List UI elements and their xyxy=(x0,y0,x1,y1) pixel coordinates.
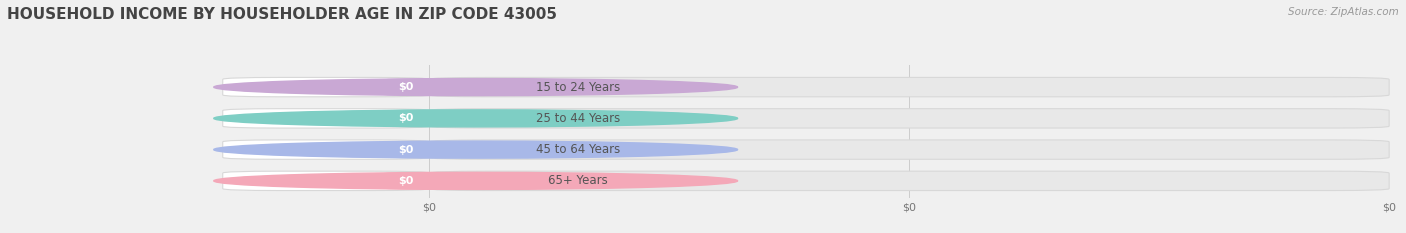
Text: HOUSEHOLD INCOME BY HOUSEHOLDER AGE IN ZIP CODE 43005: HOUSEHOLD INCOME BY HOUSEHOLDER AGE IN Z… xyxy=(7,7,557,22)
FancyBboxPatch shape xyxy=(429,171,1389,191)
Circle shape xyxy=(214,172,738,189)
FancyBboxPatch shape xyxy=(382,172,429,190)
Text: 45 to 64 Years: 45 to 64 Years xyxy=(536,143,620,156)
FancyBboxPatch shape xyxy=(222,171,429,191)
FancyBboxPatch shape xyxy=(382,141,429,158)
FancyBboxPatch shape xyxy=(222,109,429,128)
FancyBboxPatch shape xyxy=(429,77,1389,97)
Text: $0: $0 xyxy=(398,145,413,155)
FancyBboxPatch shape xyxy=(429,140,1389,159)
Circle shape xyxy=(214,110,738,127)
Text: $0: $0 xyxy=(398,176,413,186)
Text: 65+ Years: 65+ Years xyxy=(548,174,607,187)
FancyBboxPatch shape xyxy=(382,110,429,127)
Text: 25 to 44 Years: 25 to 44 Years xyxy=(536,112,620,125)
FancyBboxPatch shape xyxy=(382,78,429,96)
FancyBboxPatch shape xyxy=(222,140,429,159)
Circle shape xyxy=(214,79,738,96)
Circle shape xyxy=(214,141,738,158)
FancyBboxPatch shape xyxy=(429,109,1389,128)
Text: $0: $0 xyxy=(398,113,413,123)
FancyBboxPatch shape xyxy=(222,77,429,97)
Text: $0: $0 xyxy=(398,82,413,92)
Text: 15 to 24 Years: 15 to 24 Years xyxy=(536,81,620,94)
Text: Source: ZipAtlas.com: Source: ZipAtlas.com xyxy=(1288,7,1399,17)
